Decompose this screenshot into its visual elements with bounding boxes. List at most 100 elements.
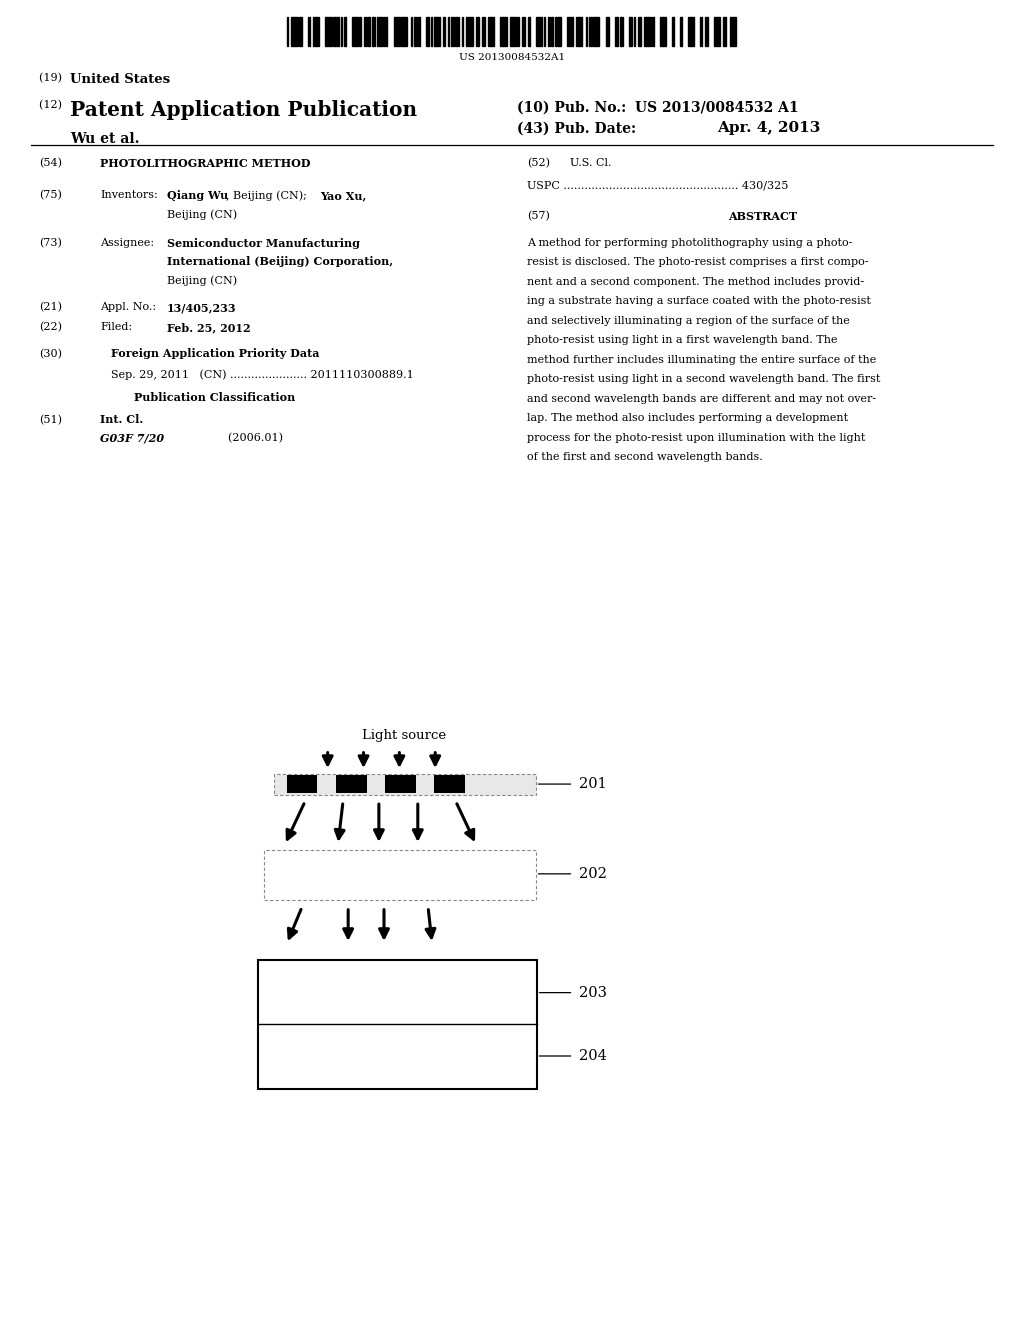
Bar: [336, 775, 367, 793]
Bar: [593, 17, 599, 46]
Text: Beijing (CN): Beijing (CN): [167, 210, 237, 220]
Text: G03F 7/20: G03F 7/20: [100, 433, 165, 444]
Text: (73): (73): [39, 238, 61, 248]
Text: Sep. 29, 2011   (CN) ...................... 2011110300889.1: Sep. 29, 2011 (CN) .....................…: [111, 370, 414, 380]
Text: Yao Xu,: Yao Xu,: [321, 190, 367, 201]
Bar: [431, 17, 432, 46]
Bar: [292, 17, 298, 46]
Bar: [299, 17, 302, 46]
Bar: [264, 850, 536, 900]
Bar: [352, 17, 358, 46]
Text: photo-resist using light in a second wavelength band. The first: photo-resist using light in a second wav…: [527, 375, 881, 384]
Text: Wu et al.: Wu et al.: [70, 132, 139, 147]
Bar: [544, 17, 546, 46]
Bar: [344, 17, 345, 46]
Bar: [451, 17, 454, 46]
Text: Int. Cl.: Int. Cl.: [100, 414, 143, 425]
Bar: [620, 17, 623, 46]
Bar: [393, 17, 399, 46]
Bar: [644, 17, 650, 46]
Bar: [447, 17, 450, 46]
Text: and selectively illuminating a region of the surface of the: and selectively illuminating a region of…: [527, 315, 850, 326]
Text: 201: 201: [579, 777, 606, 791]
Text: Inventors:: Inventors:: [100, 190, 158, 201]
Text: (22): (22): [39, 322, 61, 333]
Bar: [377, 17, 383, 46]
Text: method further includes illuminating the entire surface of the: method further includes illuminating the…: [527, 355, 877, 364]
Bar: [652, 17, 653, 46]
Bar: [475, 17, 478, 46]
Bar: [634, 17, 635, 46]
Bar: [680, 17, 682, 46]
Text: photo-resist using light in a first wavelength band. The: photo-resist using light in a first wave…: [527, 335, 838, 346]
Bar: [501, 17, 507, 46]
Text: (51): (51): [39, 414, 61, 425]
Bar: [522, 17, 525, 46]
Text: Foreign Application Priority Data: Foreign Application Priority Data: [111, 348, 319, 359]
Text: nent and a second component. The method includes provid-: nent and a second component. The method …: [527, 277, 864, 286]
Bar: [482, 17, 485, 46]
Bar: [605, 17, 609, 46]
Bar: [443, 17, 444, 46]
Bar: [426, 17, 429, 46]
Bar: [419, 17, 420, 46]
Text: (57): (57): [527, 211, 550, 222]
Text: United States: United States: [70, 73, 170, 86]
Bar: [729, 17, 735, 46]
Bar: [359, 17, 361, 46]
Text: , Beijing (CN);: , Beijing (CN);: [226, 190, 310, 201]
Bar: [365, 17, 366, 46]
Text: (30): (30): [39, 348, 61, 359]
Text: 203: 203: [579, 986, 606, 999]
Text: 13/405,233: 13/405,233: [167, 302, 237, 313]
Bar: [688, 17, 694, 46]
Text: A method for performing photolithography using a photo-: A method for performing photolithography…: [527, 238, 853, 248]
Bar: [313, 17, 319, 46]
Bar: [705, 17, 708, 46]
Bar: [586, 17, 587, 46]
Bar: [510, 17, 516, 46]
Bar: [466, 17, 472, 46]
Text: US 20130084532A1: US 20130084532A1: [459, 53, 565, 62]
Text: ABSTRACT: ABSTRACT: [728, 211, 798, 222]
Bar: [629, 17, 632, 46]
Text: resist is disclosed. The photo-resist comprises a first compo-: resist is disclosed. The photo-resist co…: [527, 257, 868, 267]
Bar: [385, 775, 416, 793]
Text: Beijing (CN): Beijing (CN): [167, 276, 237, 286]
Text: ing a substrate having a surface coated with the photo-resist: ing a substrate having a surface coated …: [527, 296, 871, 306]
Text: International (Beijing) Corporation,: International (Beijing) Corporation,: [167, 256, 393, 267]
Text: Feb. 25, 2012: Feb. 25, 2012: [167, 322, 251, 333]
Bar: [577, 17, 583, 46]
Text: 202: 202: [579, 867, 606, 880]
Bar: [258, 960, 537, 1089]
Bar: [333, 17, 339, 46]
Text: Semiconductor Manufacturing: Semiconductor Manufacturing: [167, 238, 359, 248]
Text: Appl. No.:: Appl. No.:: [100, 302, 157, 313]
Bar: [462, 17, 463, 46]
Bar: [536, 17, 542, 46]
Bar: [700, 17, 701, 46]
Text: (54): (54): [39, 158, 61, 169]
Text: U.S. Cl.: U.S. Cl.: [570, 158, 612, 169]
Text: US 2013/0084532 A1: US 2013/0084532 A1: [635, 100, 799, 115]
Text: process for the photo-resist upon illumination with the light: process for the photo-resist upon illumi…: [527, 433, 865, 444]
Bar: [567, 17, 573, 46]
Text: Publication Classification: Publication Classification: [134, 392, 296, 403]
Text: Light source: Light source: [362, 729, 446, 742]
Bar: [638, 17, 641, 46]
Text: (52): (52): [527, 158, 550, 169]
Bar: [434, 775, 465, 793]
Text: Qiang Wu: Qiang Wu: [167, 190, 228, 201]
Bar: [456, 17, 459, 46]
Bar: [672, 17, 674, 46]
Text: Assignee:: Assignee:: [100, 238, 155, 248]
Bar: [488, 17, 495, 46]
Bar: [287, 17, 289, 46]
Text: (2006.01): (2006.01): [193, 433, 283, 444]
Bar: [308, 17, 310, 46]
Text: (10) Pub. No.:: (10) Pub. No.:: [517, 100, 636, 115]
Text: (43) Pub. Date:: (43) Pub. Date:: [517, 121, 636, 136]
Text: (12): (12): [39, 100, 66, 111]
Bar: [723, 17, 726, 46]
Bar: [555, 17, 561, 46]
